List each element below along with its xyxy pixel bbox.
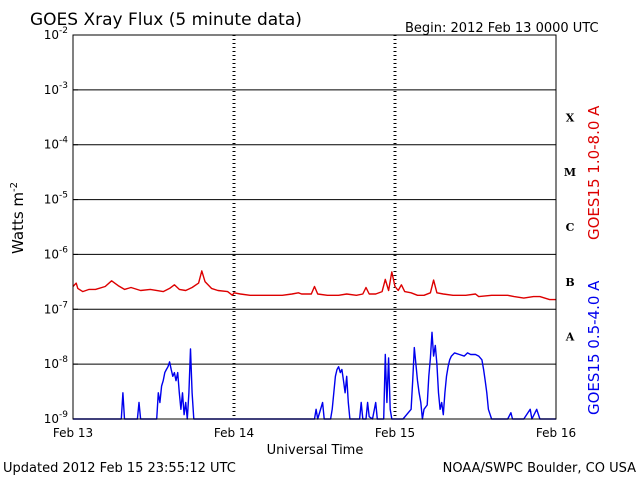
y-tick-label: 10-8	[44, 355, 69, 371]
legend-entry-long-channel: GOES15 1.0-8.0 A	[585, 105, 603, 240]
x-tick-label: Feb 13	[53, 426, 93, 440]
series-line-1	[73, 331, 556, 420]
x-tick-labels: Feb 13 Feb 14 Feb 15 Feb 16	[53, 426, 576, 440]
series-lines	[72, 270, 556, 420]
series-line-0	[72, 270, 556, 301]
flare-class-label: B	[565, 276, 574, 289]
x-tick-label: Feb 15	[375, 426, 415, 440]
flare-class-label: C	[566, 221, 575, 234]
y-tick-label: 10-4	[44, 136, 69, 152]
y-tick-label: 10-6	[44, 245, 69, 261]
updated-timestamp: Updated 2012 Feb 15 23:55:12 UTC	[3, 461, 236, 476]
x-tick-label: Feb 14	[214, 426, 254, 440]
chart-title: GOES Xray Flux (5 minute data)	[30, 10, 302, 30]
grid-lines	[73, 35, 556, 419]
plot-frame	[72, 34, 557, 420]
y-tick-labels: 10-2 10-3 10-4 10-5 10-6 10-7 10-8 10-9	[44, 26, 78, 426]
y-tick-label: 10-7	[44, 300, 68, 316]
x-axis-label: Universal Time	[267, 443, 364, 458]
flare-class-label: A	[565, 331, 575, 344]
y-tick-label: 10-5	[44, 191, 68, 207]
y-axis-label: Watts m-2	[9, 182, 27, 254]
y-tick-label: 10-3	[44, 81, 68, 97]
flare-class-labels: X M C B A	[564, 111, 576, 343]
credit-label: NOAA/SWPC Boulder, CO USA	[443, 461, 636, 476]
flare-class-label: M	[564, 166, 576, 179]
flare-class-label: X	[566, 111, 575, 124]
legend-entry-short-channel: GOES15 0.5-4.0 A	[585, 280, 603, 415]
begin-label: Begin: 2012 Feb 13 0000 UTC	[405, 21, 599, 36]
x-tick-label: Feb 16	[536, 426, 576, 440]
y-tick-label: 10-9	[44, 410, 69, 426]
y-tick-label: 10-2	[44, 26, 68, 42]
